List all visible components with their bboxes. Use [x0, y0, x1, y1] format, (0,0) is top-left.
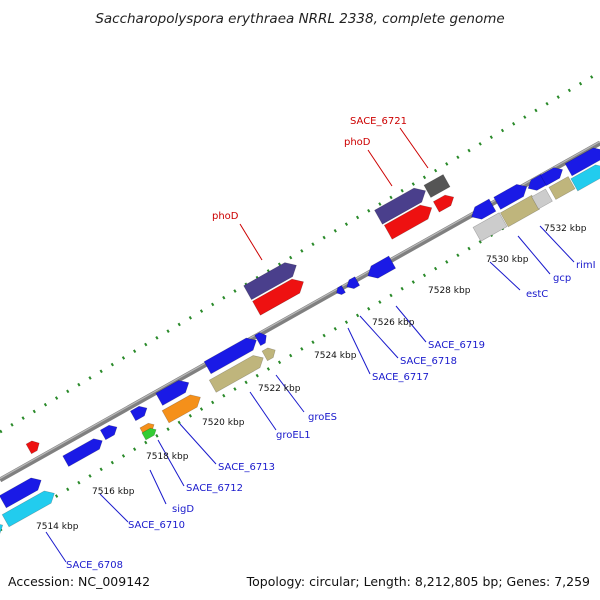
gene-label[interactable]: phoD — [212, 211, 239, 222]
cds-feature[interactable] — [374, 184, 430, 225]
scale-tick-label: 7514 kbp — [36, 522, 79, 532]
cds-feature[interactable] — [261, 345, 278, 362]
label-leader-line — [367, 149, 393, 187]
cds-feature[interactable] — [493, 181, 531, 210]
label-leader-line — [347, 327, 371, 375]
gene-label[interactable]: estC — [526, 289, 548, 300]
cds-feature[interactable] — [141, 426, 158, 441]
cds-feature[interactable] — [62, 435, 105, 467]
cds-feature[interactable] — [161, 391, 204, 424]
label-leader-line — [489, 261, 521, 291]
cds-feature[interactable] — [344, 276, 361, 292]
scale-tick-label: 7532 kbp — [544, 224, 587, 234]
cds-feature[interactable] — [208, 352, 266, 393]
cds-features — [0, 144, 600, 542]
label-leader-line — [249, 391, 277, 431]
label-leader-line — [149, 469, 167, 505]
cds-feature[interactable] — [468, 198, 497, 223]
outer-scale-dots — [0, 70, 600, 434]
cds-feature[interactable] — [0, 474, 45, 509]
map-title: Saccharopolyspora erythraea NRRL 2338, c… — [95, 11, 504, 27]
gene-label[interactable]: gcp — [553, 273, 571, 284]
cds-feature[interactable] — [564, 144, 600, 177]
scale-tick-label: 7518 kbp — [146, 452, 189, 462]
scale-tick-label: 7524 kbp — [314, 351, 357, 361]
cds-feature[interactable] — [472, 212, 508, 242]
scale-tick-label: 7530 kbp — [486, 255, 529, 265]
cds-feature[interactable] — [364, 255, 397, 282]
cds-feature[interactable] — [0, 519, 6, 542]
label-leader-line — [359, 315, 399, 359]
cds-feature[interactable] — [432, 192, 456, 213]
cds-feature[interactable] — [254, 330, 270, 347]
cds-feature[interactable] — [335, 285, 346, 297]
cds-feature[interactable] — [531, 188, 553, 210]
accession-text: Accession: NC_009142 — [8, 574, 150, 589]
gene-label[interactable]: SACE_6721 — [350, 116, 407, 127]
label-leader-line — [157, 439, 185, 487]
cds-feature[interactable] — [243, 258, 301, 301]
label-leader-line — [399, 127, 429, 169]
cds-feature[interactable] — [99, 422, 119, 441]
gene-label[interactable]: SACE_6712 — [186, 483, 243, 494]
gene-label[interactable]: sigD — [172, 504, 194, 515]
label-leader-line — [395, 305, 427, 343]
label-leader-line — [239, 223, 263, 261]
gene-label[interactable]: phoD — [344, 137, 371, 148]
cds-feature[interactable] — [1, 487, 58, 528]
scale-tick-label: 7516 kbp — [92, 487, 135, 497]
scale-tick-label: 7526 kbp — [372, 318, 415, 328]
label-leader-line — [517, 235, 551, 275]
scale-tick-label: 7528 kbp — [428, 286, 471, 296]
cds-feature[interactable] — [383, 201, 435, 240]
cds-feature[interactable] — [203, 334, 260, 375]
genome-summary-text: Topology: circular; Length: 8,212,805 bp… — [246, 574, 590, 589]
gene-label[interactable]: rimI — [576, 260, 596, 271]
gene-label[interactable]: SACE_6717 — [372, 372, 429, 383]
scale-tick-label: 7520 kbp — [202, 418, 245, 428]
label-leader-line — [539, 225, 575, 263]
cds-feature[interactable] — [252, 275, 308, 316]
label-leader-line — [179, 423, 217, 465]
scale-tick-label: 7522 kbp — [258, 384, 301, 394]
cds-feature[interactable] — [570, 161, 600, 192]
cds-feature[interactable] — [129, 403, 149, 422]
label-leader-line — [275, 374, 305, 413]
cds-feature[interactable] — [155, 377, 193, 406]
label-leader-line — [99, 493, 129, 523]
cds-feature[interactable] — [499, 194, 541, 228]
label-leaders — [45, 127, 575, 563]
label-leader-line — [45, 531, 67, 563]
gene-label[interactable]: SACE_6719 — [428, 340, 485, 351]
cds-feature[interactable] — [548, 176, 576, 200]
gene-label[interactable]: SACE_6710 — [128, 520, 185, 531]
gene-label[interactable]: SACE_6713 — [218, 462, 275, 473]
gene-label[interactable]: SACE_6718 — [400, 356, 457, 367]
cds-feature[interactable] — [540, 164, 565, 187]
gene-label[interactable]: groES — [308, 412, 337, 423]
gene-label[interactable]: SACE_6708 — [66, 560, 123, 571]
cds-feature[interactable] — [423, 174, 451, 198]
cds-feature[interactable] — [25, 438, 42, 455]
gene-label[interactable]: groEL1 — [276, 430, 311, 441]
